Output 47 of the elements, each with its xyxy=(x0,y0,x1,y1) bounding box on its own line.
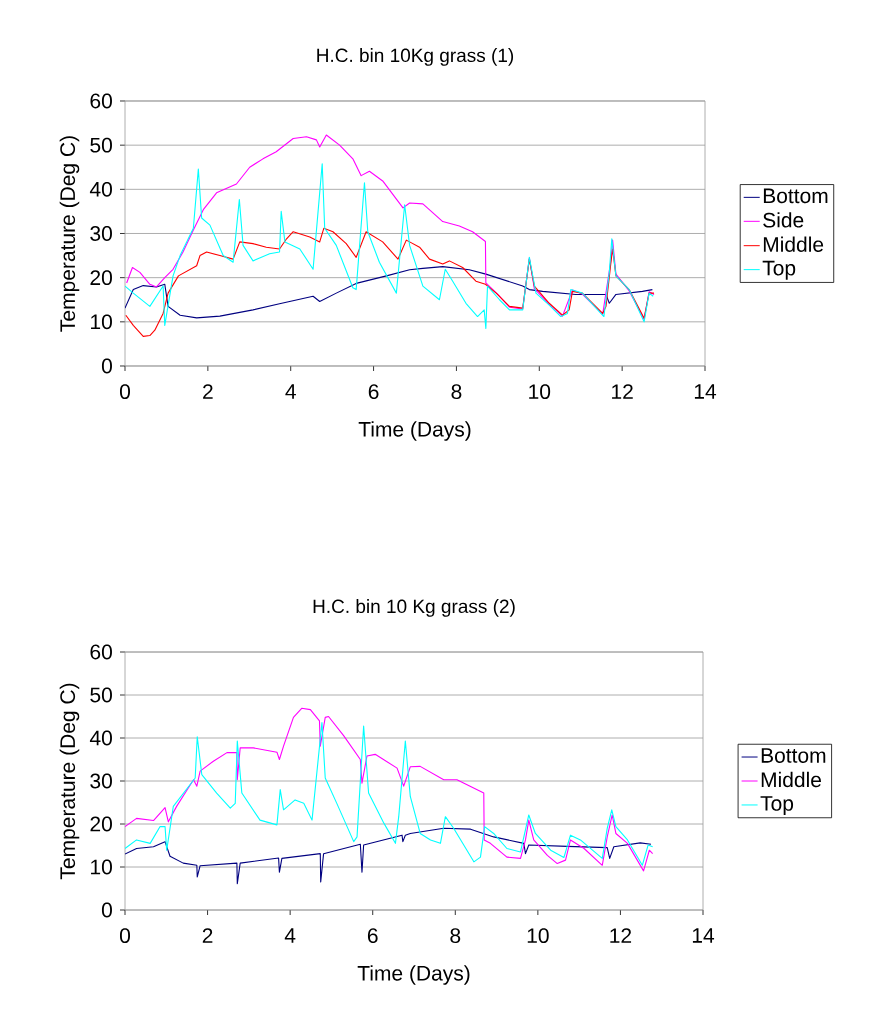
x-tick-label: 10 xyxy=(527,928,549,944)
y-tick-label: 10 xyxy=(91,314,112,330)
x-tick-label: 8 xyxy=(451,384,462,400)
legend-label: Bottom xyxy=(761,748,826,763)
line-series xyxy=(125,227,655,337)
y-tick-label: 20 xyxy=(90,270,112,286)
x-tick-label: 14 xyxy=(692,928,715,943)
y-tick-label: 30 xyxy=(90,226,112,241)
y-tick-label: 50 xyxy=(90,687,112,703)
legend-label: Top xyxy=(762,260,796,280)
x-tick-label: 4 xyxy=(284,928,296,943)
y-tick-label: 40 xyxy=(89,181,112,197)
x-tick-label: 6 xyxy=(368,384,379,400)
y-tick-label: 60 xyxy=(90,644,112,660)
y-tick-label: 50 xyxy=(90,137,112,153)
legend-label: Middle xyxy=(761,771,821,788)
y-tick-label: 0 xyxy=(101,358,112,374)
legend-label: Middle xyxy=(763,236,824,252)
legend-label: Top xyxy=(760,796,794,815)
y-tick-label: 30 xyxy=(90,773,112,789)
x-tick-label: 14 xyxy=(694,384,717,399)
y-tick-label: 20 xyxy=(90,816,112,832)
y-axis-title: Temperature (Deg C) xyxy=(59,683,80,880)
x-tick-label: 4 xyxy=(285,384,296,399)
y-tick-label: 40 xyxy=(89,730,112,746)
legend-label: Bottom xyxy=(763,188,828,204)
x-tick-label: 2 xyxy=(203,384,213,399)
x-tick-label: 8 xyxy=(450,928,461,944)
x-tick-label: 0 xyxy=(119,384,131,400)
x-axis-title: Time (Days) xyxy=(357,965,470,985)
legend-label: Side xyxy=(763,212,804,228)
x-tick-label: 12 xyxy=(610,928,632,943)
x-tick-label: 10 xyxy=(529,384,551,400)
x-tick-label: 6 xyxy=(367,928,378,944)
line-series xyxy=(125,266,653,319)
x-tick-label: 0 xyxy=(119,928,131,944)
x-tick-label: 12 xyxy=(612,384,633,399)
line-series xyxy=(125,163,654,329)
x-tick-label: 2 xyxy=(202,928,213,943)
chart-title: H.C. bin 10 Kg grass (2) xyxy=(313,599,515,617)
chart-title: H.C. bin 10Kg grass (1) xyxy=(317,48,514,66)
y-tick-label: 60 xyxy=(90,93,112,109)
x-axis-title: Time (Days) xyxy=(358,421,471,441)
line-series xyxy=(125,827,652,885)
y-tick-label: 0 xyxy=(101,902,112,918)
y-axis-title: Temperature (Deg C) xyxy=(59,136,80,332)
y-tick-label: 10 xyxy=(91,859,112,875)
